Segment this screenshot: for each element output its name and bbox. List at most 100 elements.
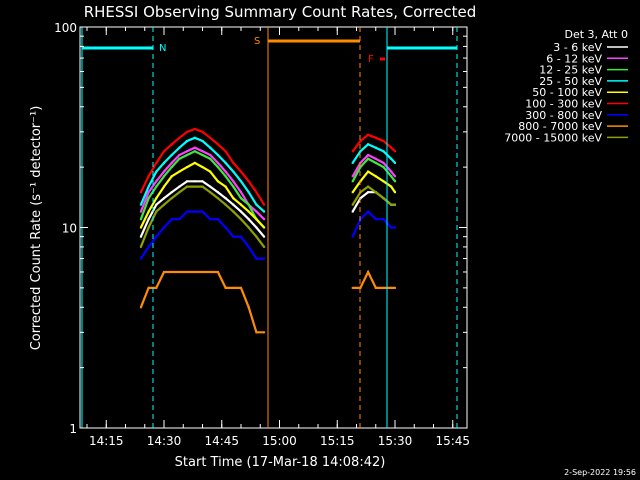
data-point-s4-2-3 (367, 143, 370, 146)
axis-ticks: 1 10 100 14:15 14:30 14:45 15:00 15:15 15:30 15:4… (54, 21, 470, 448)
data-point-s3-1-11 (216, 166, 219, 169)
data-point-s9-2-4 (374, 191, 377, 194)
data-point-s9-2-5 (382, 197, 385, 200)
data-point-s3-1-5 (170, 166, 173, 169)
data-point-s6-1-13 (232, 161, 235, 164)
data-point-s9-1-3 (155, 210, 158, 213)
data-point-s8-1-8 (193, 271, 196, 273)
data-point-s3-1-4 (163, 175, 165, 178)
data-point-s6-2-5 (382, 140, 385, 142)
data-point-s5-1-9 (201, 166, 204, 169)
data-point-s5-1-14 (240, 203, 242, 206)
data-point-s6-1-10 (209, 136, 212, 139)
data-point-s6-2-6 (390, 146, 393, 149)
data-point-s1-2-1 (351, 210, 354, 213)
data-point-s4-1-15 (247, 191, 250, 194)
data-point-s2-1-7 (186, 150, 189, 153)
data-point-s2-1-14 (240, 191, 242, 194)
data-point-s9-1-17 (263, 245, 266, 248)
data-point-s4-1-4 (163, 161, 165, 164)
data-point-s1-1-3 (155, 203, 158, 206)
data-point-s8-1-5 (170, 271, 173, 273)
data-point-s5-1-10 (209, 170, 212, 173)
data-point-s7-2-6 (390, 226, 393, 229)
data-point-s1-1-12 (224, 197, 227, 200)
data-point-s5-1-4 (163, 185, 165, 188)
series-line-8-seg1 (139, 270, 265, 334)
data-point-s2-2-1 (351, 175, 354, 178)
data-point-s5-1-5 (170, 175, 173, 178)
data-point-s3-2-6 (390, 175, 393, 178)
data-point-s5-1-2 (147, 210, 150, 213)
data-point-s1-1-15 (247, 218, 250, 221)
saa-label: S (254, 36, 260, 47)
data-point-s4-1-13 (232, 170, 235, 173)
data-point-s3-2-2 (359, 166, 362, 169)
data-point-s8-2-1 (351, 286, 354, 289)
data-point-s5-1-3 (155, 197, 158, 200)
data-point-s1-1-1 (139, 235, 142, 238)
data-point-s8-1-2 (147, 286, 150, 289)
data-point-s8-1-13 (232, 286, 235, 289)
data-point-s7-1-16 (255, 257, 258, 260)
data-point-s1-1-16 (255, 226, 258, 229)
data-point-s4-1-12 (224, 161, 227, 164)
data-point-s2-1-6 (178, 154, 181, 156)
data-point-s3-1-6 (178, 157, 181, 160)
data-point-s2-2-6 (390, 170, 393, 173)
data-point-s8-2-6 (390, 286, 393, 289)
data-point-s6-2-1 (351, 150, 354, 153)
data-point-s9-1-4 (163, 203, 165, 206)
data-point-s2-1-4 (163, 170, 165, 173)
data-point-s8-1-6 (178, 271, 181, 273)
data-point-s4-1-9 (201, 140, 204, 142)
data-point-s7-1-1 (139, 257, 142, 260)
data-point-s3-1-1 (139, 218, 142, 221)
data-point-s5-1-11 (216, 180, 219, 183)
data-point-s8-2-3 (367, 271, 370, 273)
data-point-s4-1-5 (170, 154, 173, 156)
data-point-s4-1-8 (193, 136, 196, 139)
data-point-s7-1-4 (163, 226, 165, 229)
data-point-s2-1-9 (201, 150, 204, 153)
data-point-s1-1-6 (178, 185, 181, 188)
data-point-s1-1-10 (209, 185, 212, 188)
legend-label-6: 100 - 300 keV (525, 98, 602, 111)
data-point-s8-1-10 (209, 271, 212, 273)
data-point-s4-1-16 (255, 203, 258, 206)
data-point-s8-2-5 (382, 286, 385, 289)
x-tick-label: 15:15 (320, 434, 355, 448)
data-point-s5-1-17 (263, 226, 266, 229)
data-point-s3-1-15 (247, 203, 250, 206)
data-point-s3-1-13 (232, 185, 235, 188)
data-point-s4-1-6 (178, 146, 181, 149)
data-point-s6-1-8 (193, 128, 196, 130)
data-point-s3-1-2 (147, 197, 150, 200)
data-point-s7-1-8 (193, 210, 196, 213)
x-tick-label: 15:30 (378, 434, 413, 448)
data-point-s5-1-7 (186, 166, 189, 169)
plot-area (79, 26, 468, 429)
x-tick-label: 15:00 (262, 434, 297, 448)
plot-frame (79, 26, 468, 429)
data-point-s8-1-11 (216, 271, 219, 273)
data-point-s9-2-7 (394, 203, 396, 206)
data-point-s9-1-8 (193, 185, 196, 188)
data-point-s9-1-10 (209, 191, 212, 194)
data-point-s7-1-2 (147, 245, 150, 248)
data-point-s6-1-1 (139, 191, 142, 194)
data-point-s7-1-5 (170, 218, 173, 221)
legend-label-9: 7000 - 15000 keV (504, 131, 602, 144)
data-point-s2-1-8 (193, 146, 196, 149)
data-point-s2-1-3 (155, 180, 158, 183)
data-point-s6-1-4 (163, 150, 165, 153)
data-point-s4-2-7 (394, 161, 396, 164)
data-point-s6-1-17 (263, 203, 266, 206)
x-tick-label: 14:30 (147, 434, 182, 448)
data-point-s2-2-4 (374, 157, 377, 160)
data-point-s6-1-15 (247, 180, 250, 183)
data-point-s8-2-2 (359, 286, 362, 289)
data-point-s4-1-1 (139, 203, 142, 206)
legend-label-8: 800 - 7000 keV (518, 120, 602, 133)
